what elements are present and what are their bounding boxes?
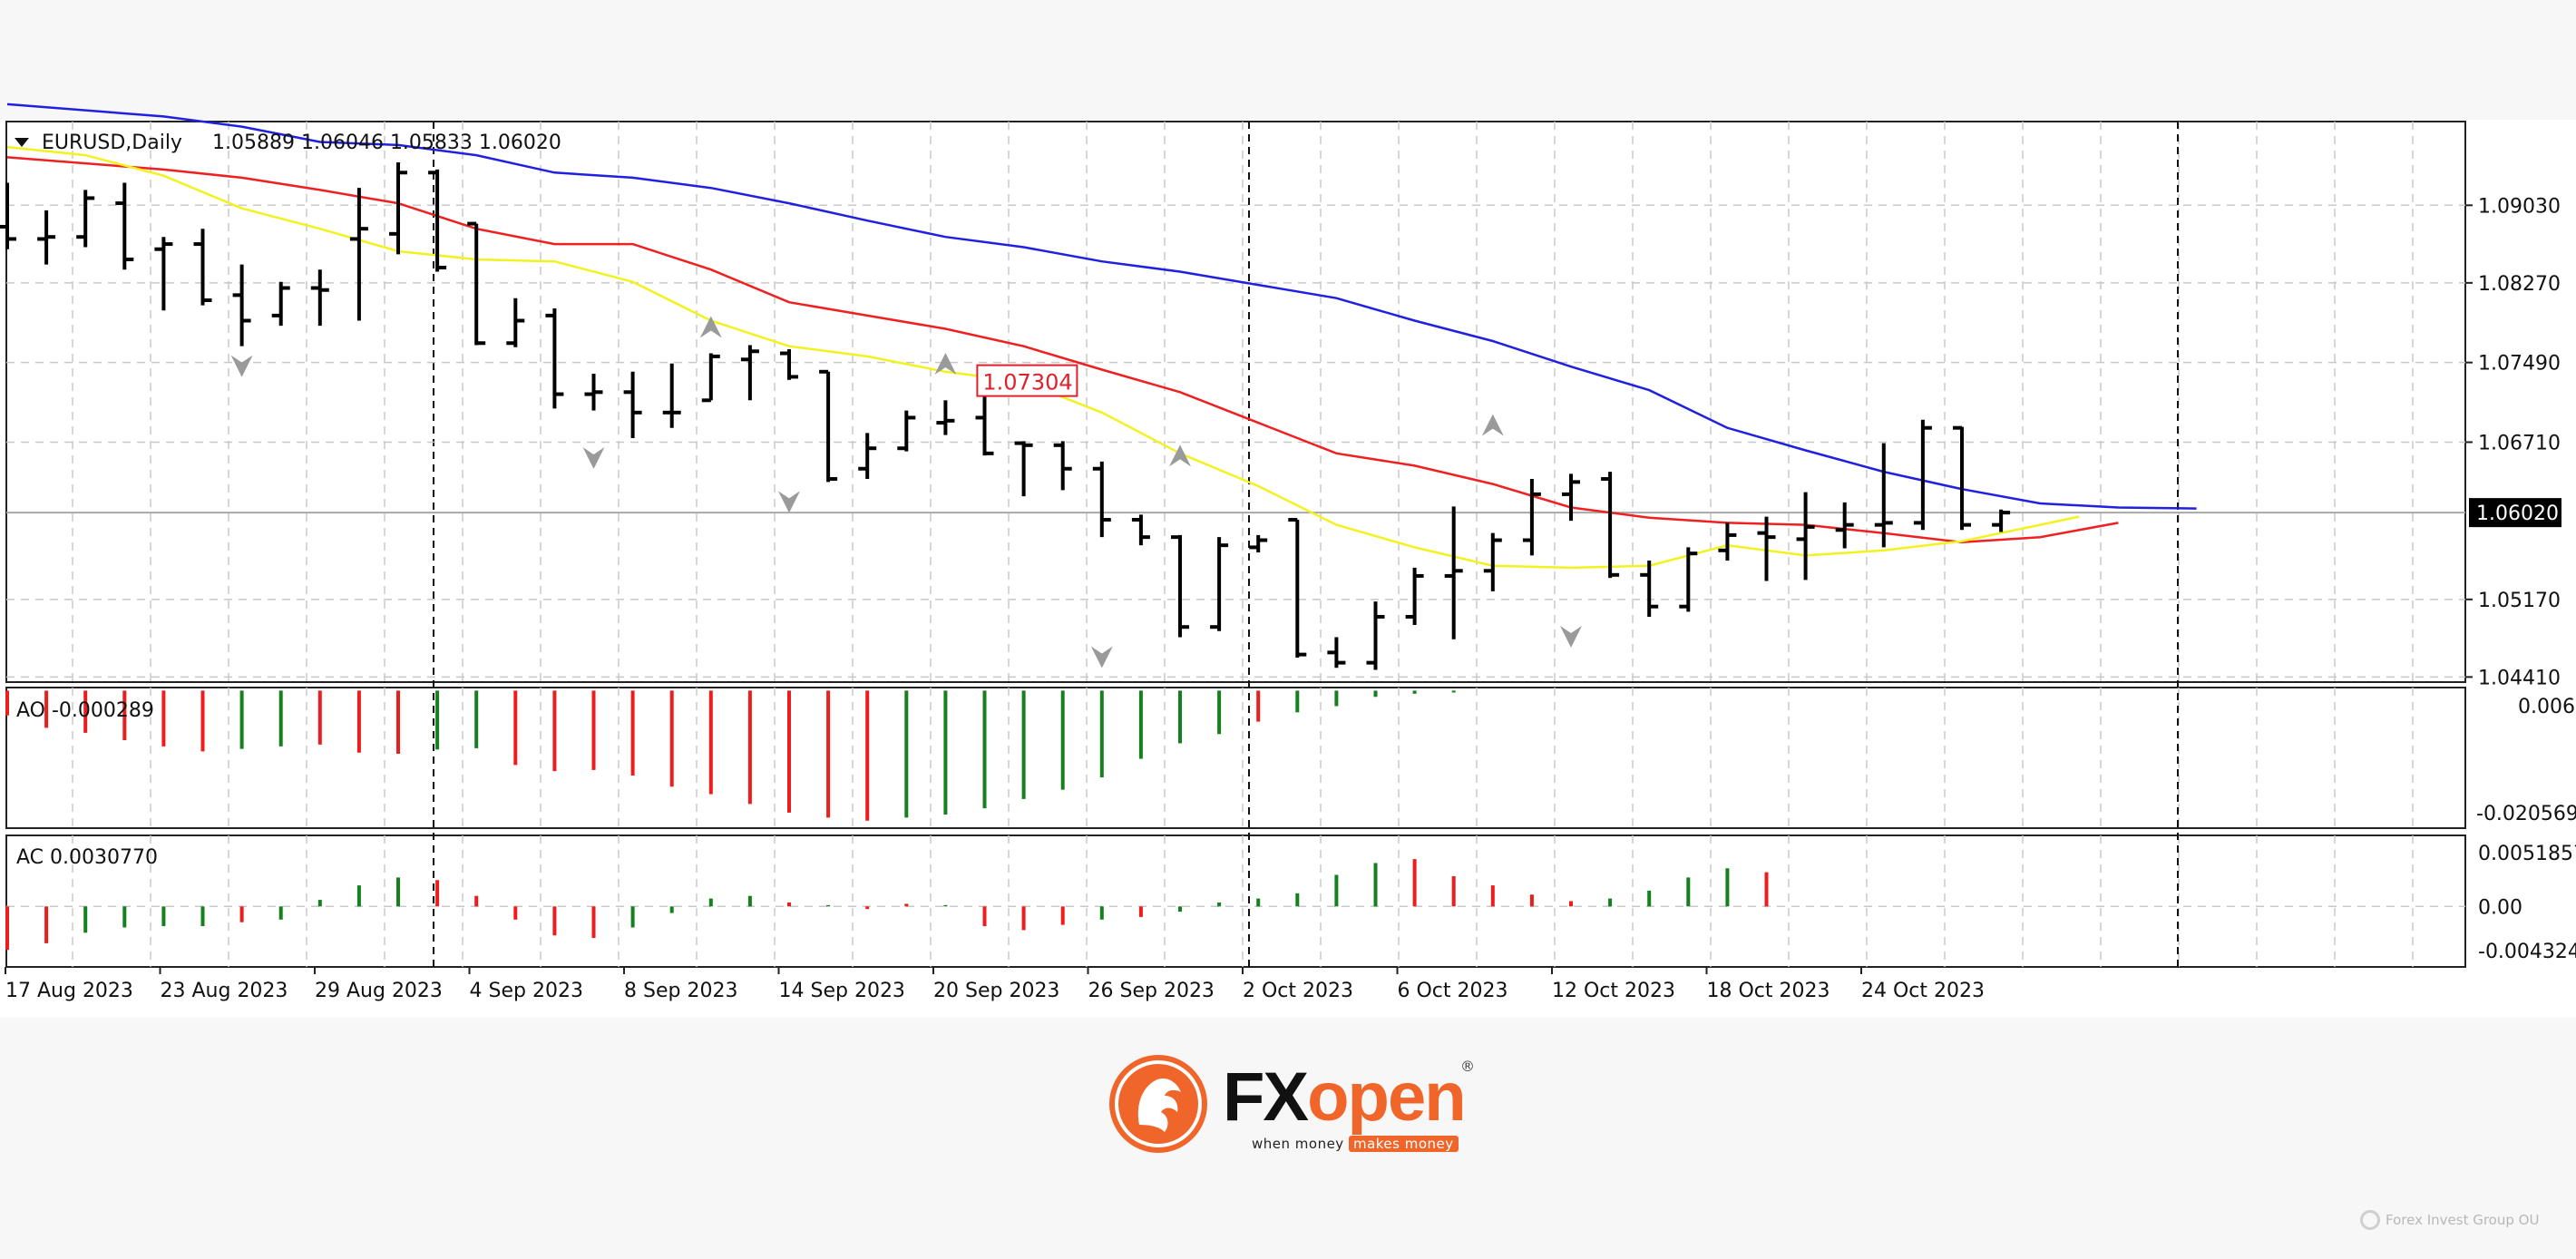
watermark-text: Forex Invest Group OU [2386, 1212, 2540, 1228]
watermark-circle-icon [2360, 1210, 2380, 1230]
fractal-down-arrow [778, 491, 800, 513]
fractal-up-arrow [1481, 414, 1504, 436]
panel-frame-0 [5, 121, 2466, 683]
fractal-down-arrow [582, 446, 605, 469]
ao-label: AO -0.000289 [16, 699, 154, 722]
ac-tick-bottom: -0.004324 [2478, 941, 2576, 963]
ohlc-header-values: 1.05889 1.06046 1.05833 1.06020 [212, 132, 561, 154]
date-label: 26 Sep 2023 [1088, 980, 1215, 1002]
price-tick-label: 1.04410 [2478, 667, 2561, 689]
ac-tick-zero: 0.00 [2478, 896, 2522, 919]
fractal-up-arrow [699, 316, 722, 338]
collapse-triangle-icon [15, 138, 29, 147]
lion-logo-icon [1109, 1055, 1207, 1153]
date-label: 23 Aug 2023 [161, 980, 288, 1002]
brand-open: open [1307, 1059, 1467, 1136]
ao-tick-top: 0.006677 [2518, 696, 2576, 718]
fractal-up-arrow [934, 353, 957, 376]
price-tick-label: 1.06710 [2478, 432, 2561, 454]
date-label: 17 Aug 2023 [5, 980, 133, 1002]
annotation-label: 1.07304 [982, 370, 1072, 395]
panel-frame-2 [5, 834, 2466, 968]
brand-wordmark: FXopen [1223, 1063, 1467, 1132]
date-label: 24 Oct 2023 [1861, 980, 1985, 1002]
moving-average-line [6, 102, 2197, 510]
current-price-label: 1.06020 [2476, 503, 2559, 525]
price-tick-label: 1.07490 [2478, 353, 2561, 376]
date-label: 20 Sep 2023 [933, 980, 1059, 1002]
current-price-box [2469, 498, 2561, 528]
ao-tick-bottom: -0.020569 [2476, 803, 2576, 825]
ac-label: AC 0.0030770 [16, 846, 158, 869]
price-tick-label: 1.08270 [2478, 273, 2561, 296]
fractal-down-arrow [1560, 625, 1582, 648]
symbol-label: EURUSD,Daily [42, 132, 182, 154]
price-tick-label: 1.05170 [2478, 590, 2561, 612]
chart-background [0, 120, 2576, 1018]
tagline-text: when money [1252, 1136, 1344, 1152]
fxopen-logo: FXopen ® when money makes money [1105, 1050, 1495, 1159]
date-label: 8 Sep 2023 [624, 980, 737, 1002]
registered-mark: ® [1460, 1058, 1475, 1075]
brand-fx: FX [1223, 1059, 1309, 1136]
fractal-up-arrow [1169, 444, 1191, 467]
brand-tagline: when money makes money [1252, 1136, 1459, 1152]
ac-tick-top: 0.0051857 [2478, 843, 2576, 865]
annotation-box [976, 364, 1078, 397]
watermark: Forex Invest Group OU [2360, 1210, 2540, 1230]
date-label: 6 Oct 2023 [1398, 980, 1508, 1002]
moving-average-line [6, 156, 2119, 544]
panel-frame-1 [5, 687, 2466, 829]
date-label: 29 Aug 2023 [315, 980, 443, 1002]
fractal-down-arrow [1090, 646, 1113, 669]
tagline-pill: makes money [1348, 1136, 1459, 1152]
date-label: 14 Sep 2023 [779, 980, 905, 1002]
fractal-down-arrow [230, 355, 253, 377]
date-label: 18 Oct 2023 [1707, 980, 1830, 1002]
price-tick-label: 1.09030 [2478, 195, 2561, 218]
date-label: 2 Oct 2023 [1243, 980, 1353, 1002]
date-label: 12 Oct 2023 [1552, 980, 1675, 1002]
date-label: 4 Sep 2023 [470, 980, 583, 1002]
